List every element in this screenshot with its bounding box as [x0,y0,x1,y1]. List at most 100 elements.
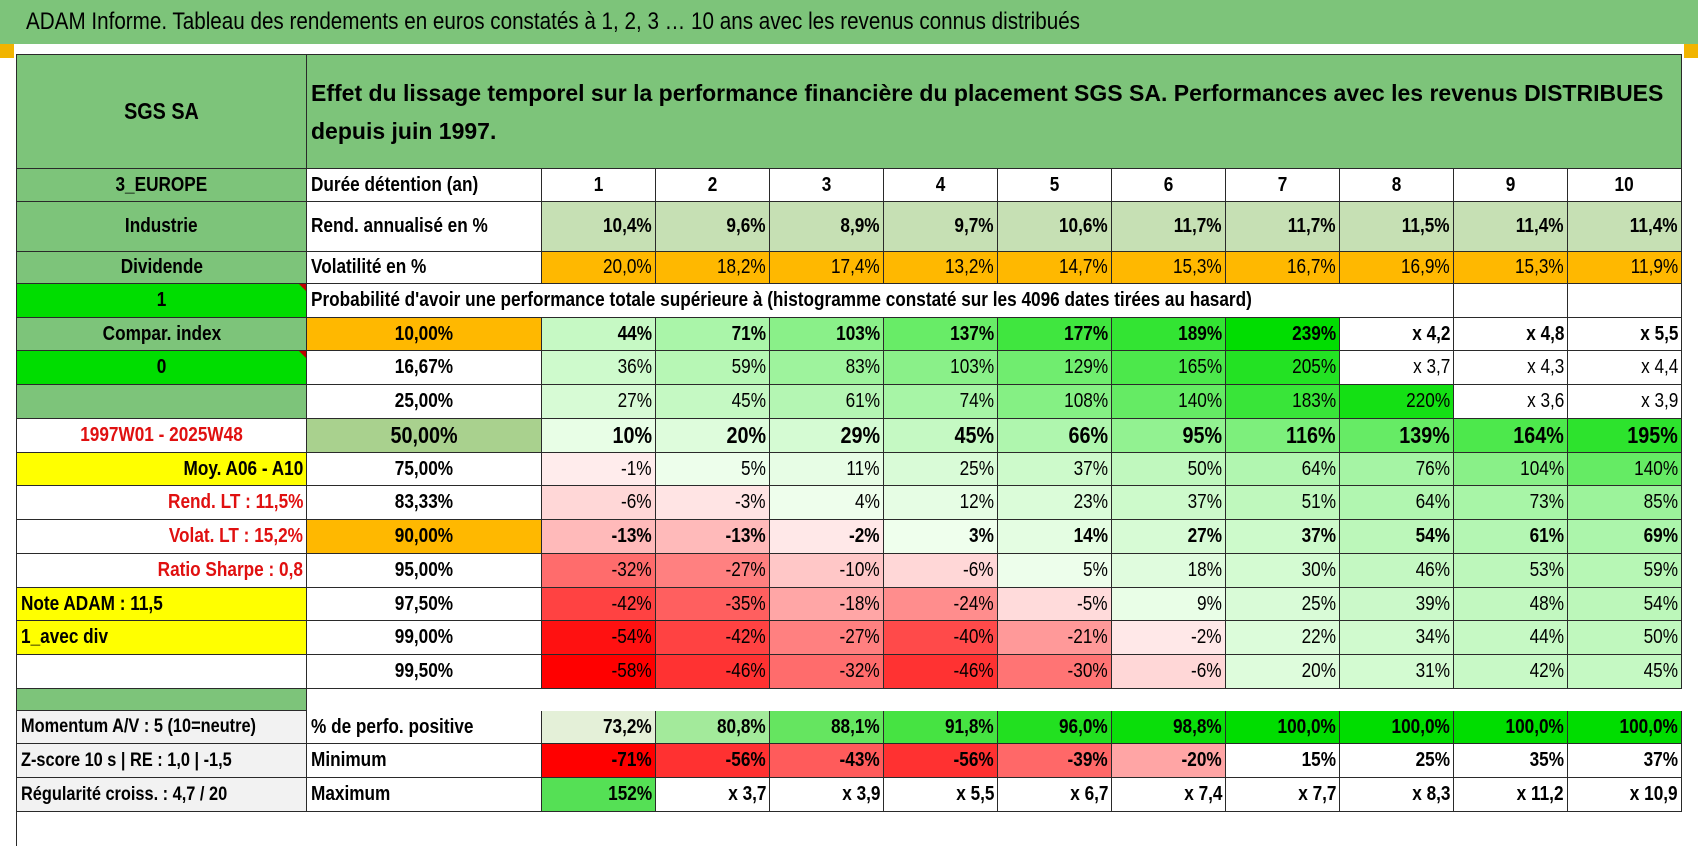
spacer-green [17,689,307,711]
region-label: 3_EUROPE [17,169,307,202]
probability-value: x 3,9 [1568,385,1682,419]
rend-value-text: 11,5% [1402,215,1450,237]
probability-value-text: 54% [1643,592,1678,615]
empty-cell [1454,284,1568,318]
vol-value-text: 13,2% [945,256,994,278]
note-adam-label-text: Note ADAM : 11,5 [21,592,163,615]
probability-value: 5% [656,453,770,486]
probability-threshold: 97,50% [307,588,542,621]
probability-value: 37% [1112,486,1226,520]
probability-value-text: 39% [1415,592,1450,615]
note-adam-label: Note ADAM : 11,5 [17,588,307,621]
probability-value: 18% [1112,554,1226,588]
corner-marker-left [0,44,14,58]
probability-value-text: 183% [1292,390,1336,412]
probability-threshold: 99,50% [307,655,542,689]
spacer [307,689,1682,711]
year-header: 9 [1454,169,1568,202]
rend-value-text: 10,6% [1059,215,1108,237]
year-header-text: 1 [593,173,604,196]
probability-threshold-text: 16,67% [394,356,454,378]
probability-value-text: 83% [845,356,880,378]
probability-value: -21% [998,621,1112,655]
probability-value: -10% [770,554,884,588]
probability-value: -2% [1112,621,1226,655]
vol-value-text: 20,0% [603,256,652,278]
bottom-value-text: 96,0% [1059,715,1108,738]
rend-label: Rend. annualisé en % [307,202,542,252]
year-header-text: 4 [935,173,946,196]
probability-value-text: 22% [1301,626,1336,648]
bottom-value-text: 35% [1529,749,1564,771]
bottom-value: -56% [656,744,770,778]
probability-value-text: 139% [1399,422,1450,448]
bottom-value-text: x 6,7 [1069,783,1108,805]
probability-value-text: 37% [1187,491,1222,513]
probability-value-text: 220% [1406,390,1450,412]
bottom-value-text: x 7,7 [1297,783,1336,805]
probability-value: 189% [1112,318,1226,351]
rend-value: 11,4% [1454,202,1568,252]
vol-value: 18,2% [656,252,770,284]
bottom-row-label: % de perfo. positive [307,711,542,744]
type-label-text: Dividende [120,256,203,278]
probability-value: 54% [1568,588,1682,621]
probability-value-text: -24% [953,592,994,615]
rend-value: 11,7% [1112,202,1226,252]
probability-label-text: Probabilité d'avoir une performance tota… [311,289,1252,311]
probability-value: 29% [770,419,884,453]
bottom-value-text: -71% [611,749,652,771]
probability-value-text: 23% [1073,491,1108,513]
probability-value-text: 61% [1529,525,1564,547]
probability-value-text: 54% [1415,525,1450,547]
probability-value-text: -35% [725,592,766,615]
vol-value: 11,9% [1568,252,1682,284]
year-header-text: 7 [1277,173,1288,196]
bottom-value: -71% [542,744,656,778]
year-header: 6 [1112,169,1226,202]
probability-value-text: 3% [969,525,994,547]
probability-value: 64% [1340,486,1454,520]
probability-value-text: 37% [1301,525,1336,547]
probability-value-text: 5% [1083,559,1108,581]
probability-threshold: 75,00% [307,453,542,486]
rend-value: 8,9% [770,202,884,252]
probability-value-text: 64% [1301,457,1336,480]
region-label-text: 3_EUROPE [115,173,208,196]
probability-value: -2% [770,520,884,554]
probability-value: 25% [884,453,998,486]
probability-value: 48% [1454,588,1568,621]
bottom-value: 96,0% [998,711,1112,744]
bottom-value: 100,0% [1568,711,1682,744]
probability-value: -54% [542,621,656,655]
vol-value-text: 16,7% [1287,256,1336,278]
probability-value-text: x 4,8 [1525,322,1564,345]
probability-threshold: 90,00% [307,520,542,554]
rend-value-text: 11,7% [1288,215,1336,237]
flag-b-text: 0 [156,356,167,378]
probability-value: 83% [770,351,884,385]
probability-value-text: 51% [1301,491,1336,513]
probability-value-text: 50% [1643,626,1678,648]
probability-value-text: 61% [845,390,880,412]
probability-value-text: 42% [1529,660,1564,682]
bottom-value: -39% [998,744,1112,778]
bottom-value-text: 100,0% [1619,715,1678,738]
probability-value: 71% [656,318,770,351]
probability-value: 45% [884,419,998,453]
probability-value-text: 69% [1643,525,1678,547]
bottom-value: 80,8% [656,711,770,744]
bottom-value-text: 98,8% [1173,715,1222,738]
vol-value: 16,7% [1226,252,1340,284]
probability-value-text: 108% [1064,390,1108,412]
probability-value: 20% [1226,655,1340,689]
probability-value-text: 59% [731,356,766,378]
probability-threshold-text: 83,33% [394,491,454,513]
probability-value-text: 48% [1529,592,1564,615]
probability-value-text: -42% [725,626,766,648]
probability-value: 22% [1226,621,1340,655]
probability-value: 23% [998,486,1112,520]
probability-value: 37% [998,453,1112,486]
probability-value: -6% [542,486,656,520]
momentum-label: Momentum A/V : 5 (10=neutre) [17,711,307,744]
